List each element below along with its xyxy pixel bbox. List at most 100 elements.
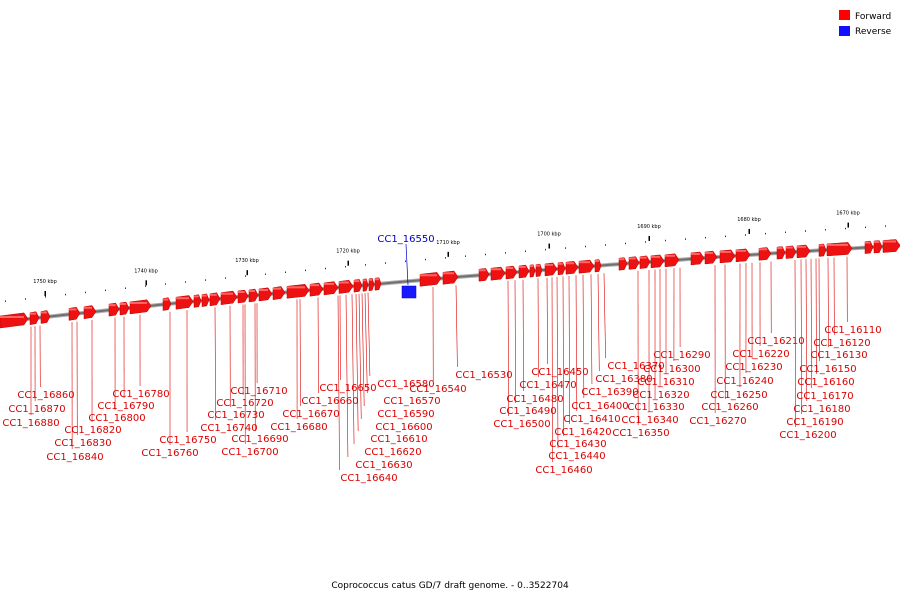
forward-gene (368, 278, 375, 292)
major-tick (44, 291, 46, 297)
forward-gene-highlight (759, 248, 767, 251)
forward-gene-highlight (629, 257, 636, 260)
minor-tick (145, 285, 146, 287)
forward-gene (796, 244, 811, 259)
gene-label: CC1_16150 (799, 364, 856, 375)
gene-label: CC1_16640 (340, 473, 397, 484)
minor-tick (625, 242, 626, 245)
gene-label: CC1_16660 (301, 396, 358, 407)
gene-label: CC1_16110 (824, 325, 881, 336)
forward-gene-highlight (827, 243, 848, 246)
gene-label: CC1_16390 (581, 387, 638, 398)
minor-tick (825, 229, 826, 231)
forward-gene (776, 246, 786, 260)
forward-gene (565, 261, 579, 275)
gene-label: CC1_16220 (732, 349, 789, 360)
forward-gene-highlight (506, 267, 514, 270)
gene-label: CC1_16330 (627, 402, 684, 413)
forward-gene-highlight (545, 263, 553, 266)
gene-label: CC1_16780 (112, 389, 169, 400)
gene-label: CC1_16400 (571, 401, 628, 412)
forward-gene-highlight (640, 256, 647, 259)
minor-tick (5, 300, 6, 302)
gene-label: CC1_16450 (531, 367, 588, 378)
gene-label: CC1_16200 (779, 430, 836, 441)
gene-label: CC1_16530 (455, 370, 512, 381)
label-leader (455, 285, 458, 368)
forward-gene (248, 288, 259, 303)
minor-tick (585, 245, 586, 248)
reverse-gene-label: CC1_16550 (377, 234, 434, 245)
gene-label: CC1_16340 (621, 415, 678, 426)
label-leader (810, 258, 813, 389)
forward-gene-highlight (30, 312, 36, 315)
gene-label: CC1_16730 (207, 410, 264, 421)
label-leader (827, 257, 829, 348)
legend-forward-label: Forward (855, 12, 891, 22)
gene-label: CC1_16260 (701, 402, 758, 413)
forward-gene (557, 262, 566, 276)
gene-label: CC1_16820 (64, 425, 121, 436)
gene-label: CC1_16690 (231, 434, 288, 445)
gene-label: CC1_16620 (364, 447, 421, 458)
label-leader (317, 297, 319, 394)
label-leader (355, 293, 359, 432)
forward-gene-highlight (176, 297, 189, 300)
label-leader (805, 259, 808, 402)
scale-label: 1700 kbp (537, 232, 561, 238)
forward-gene (505, 265, 518, 280)
forward-gene-highlight (691, 252, 700, 255)
minor-tick (65, 293, 66, 296)
label-leader (522, 279, 524, 392)
forward-gene (362, 278, 369, 292)
forward-gene (690, 251, 705, 266)
label-leader (514, 280, 516, 404)
forward-gene (442, 270, 459, 285)
forward-gene-highlight (202, 294, 207, 297)
forward-gene (29, 311, 40, 325)
scale-label: 1720 kbp (336, 249, 360, 255)
minor-tick (725, 235, 726, 238)
forward-gene-highlight (619, 258, 625, 261)
legend-forward-swatch (839, 10, 850, 20)
minor-tick (185, 281, 186, 283)
label-leader (358, 293, 362, 420)
major-tick (347, 260, 349, 266)
forward-gene-highlight (363, 279, 367, 282)
forward-gene-highlight (287, 286, 305, 289)
forward-gene (40, 310, 51, 324)
major-tick (246, 270, 248, 276)
scale-label: 1730 kbp (235, 258, 259, 264)
forward-gene (119, 301, 130, 316)
minor-tick (505, 252, 506, 254)
forward-gene-highlight (777, 247, 783, 250)
scale-label: 1690 kbp (637, 224, 661, 230)
minor-tick (385, 262, 386, 264)
forward-gene (201, 293, 210, 307)
forward-gene (338, 279, 354, 294)
minor-tick (105, 289, 106, 292)
minor-tick (345, 265, 346, 268)
gene-label: CC1_16380 (595, 374, 652, 385)
gene-label: CC1_16250 (710, 390, 767, 401)
forward-gene (758, 247, 772, 261)
gene-label: CC1_16750 (159, 435, 216, 446)
forward-gene-highlight (705, 251, 713, 254)
minor-tick (365, 264, 366, 266)
reverse-gene-leader (405, 243, 409, 286)
minor-tick (425, 258, 426, 261)
forward-gene (129, 299, 152, 315)
map-caption: Coprococcus catus GD/7 draft genome. - 0… (331, 581, 569, 591)
forward-gene (628, 256, 640, 270)
minor-tick (125, 287, 126, 289)
forward-gene-highlight (720, 250, 731, 253)
forward-gene (374, 277, 382, 291)
forward-gene (735, 248, 751, 263)
gene-label: CC1_16700 (221, 447, 278, 458)
gene-label: CC1_16190 (786, 417, 843, 428)
forward-gene-highlight (0, 316, 24, 318)
minor-tick (865, 226, 866, 229)
label-leader (568, 275, 571, 425)
gene-label: CC1_16430 (549, 439, 606, 450)
